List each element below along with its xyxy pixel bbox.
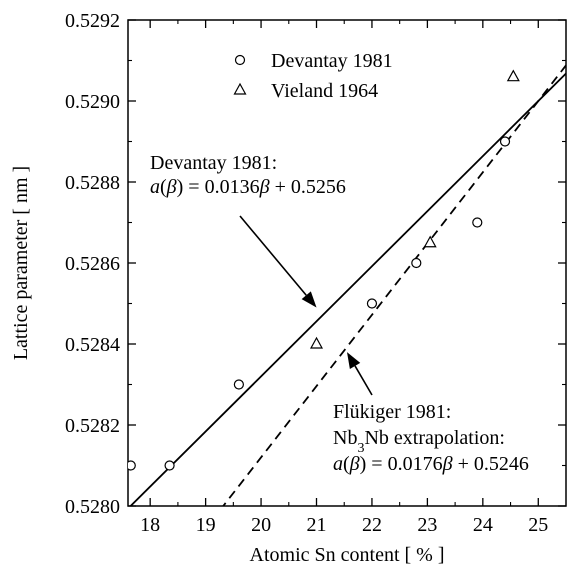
data-point-vieland: [309, 336, 324, 349]
y-tick-label: 0.5284: [65, 334, 120, 356]
y-tick-label: 0.5280: [65, 496, 120, 518]
x-tick-label: 18: [140, 514, 160, 536]
y-tick-label: 0.5288: [65, 172, 120, 194]
x-tick-label: 24: [473, 514, 493, 536]
data-point-devantay: [366, 298, 378, 309]
annotation-devantay-arrowhead: [301, 291, 317, 308]
x-tick-label: 23: [417, 514, 437, 536]
annotation-devantay: Devantay 1981: a(β) = 0.0136β + 0.5256: [150, 152, 346, 308]
legend-label-vieland: Vieland 1964: [271, 80, 378, 102]
annotation-flukiger: Flükiger 1981: Nb3Nb extrapolation: a(β)…: [333, 352, 529, 475]
x-tick-label: 20: [251, 514, 271, 536]
annotation-devantay-arrow: [239, 215, 307, 296]
data-points: [128, 69, 520, 471]
data-point-devantay: [411, 257, 422, 269]
legend-marker-vieland: [233, 82, 247, 95]
legend-marker-devantay: [234, 54, 246, 66]
data-point-devantay: [499, 136, 511, 147]
y-tick-label: 0.5286: [65, 253, 120, 275]
data-point-devantay: [233, 379, 244, 390]
data-point-vieland: [506, 69, 520, 82]
x-axis-label: Atomic Sn content [ % ]: [250, 544, 445, 566]
annotation-flukiger-arrow: [354, 365, 373, 396]
annotation-devantay-line2: a(β) = 0.0136β + 0.5256: [150, 176, 346, 198]
data-point-devantay: [164, 460, 175, 471]
annotation-flukiger-line2: Nb3Nb extrapolation:: [333, 427, 505, 456]
legend: Devantay 1981 Vieland 1964: [233, 50, 393, 102]
x-tick-label: 25: [528, 514, 548, 536]
legend-label-devantay: Devantay 1981: [271, 50, 393, 72]
x-tick-label: 19: [196, 514, 216, 536]
annotation-flukiger-line1: Flükiger 1981:: [333, 401, 451, 423]
annotation-flukiger-line3: a(β) = 0.0176β + 0.5246: [333, 453, 529, 475]
data-point-devantay: [128, 460, 136, 471]
data-point-vieland: [423, 235, 437, 248]
y-tick-label: 0.5290: [65, 91, 120, 113]
y-axis-label: Lattice parameter [ nm ]: [10, 166, 32, 360]
x-tick-label: 21: [307, 514, 327, 536]
y-tick-label: 0.5282: [65, 415, 120, 437]
x-tick-label: 22: [362, 514, 382, 536]
data-point-devantay: [472, 217, 483, 228]
axis-ticks: 18 19 20 21 22 23 24 25 0.5280 0.5282 0.5284 0.5286…: [65, 10, 566, 536]
fit-lines: [129, 64, 566, 506]
annotation-devantay-line1: Devantay 1981:: [150, 152, 277, 174]
y-tick-label: 0.5292: [65, 10, 120, 32]
fit-line-devantay: [129, 72, 566, 506]
annotation-flukiger-arrowhead: [347, 352, 361, 369]
